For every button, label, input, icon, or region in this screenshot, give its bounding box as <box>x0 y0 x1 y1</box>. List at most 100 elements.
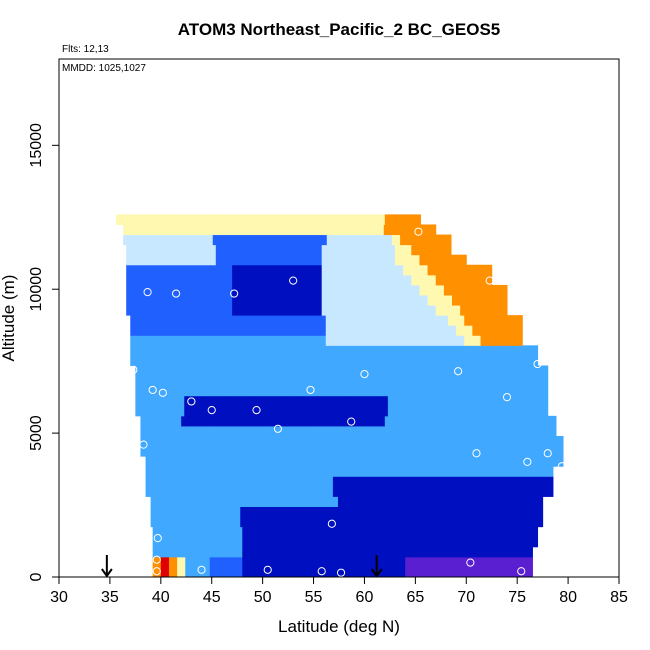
heatmap-cell <box>183 294 192 306</box>
heatmap-cell <box>445 546 455 558</box>
arrow-marker-head <box>370 568 383 578</box>
heatmap-cell <box>140 446 150 457</box>
heatmap-cell <box>158 244 168 256</box>
heatmap-cell <box>126 284 135 296</box>
heatmap-cell <box>300 456 309 467</box>
heatmap-cell <box>220 234 230 246</box>
heatmap-cell <box>259 456 269 467</box>
heatmap-cell <box>280 294 290 306</box>
heatmap-cell <box>536 466 546 477</box>
flight-point <box>360 370 369 379</box>
heatmap-cell <box>246 425 255 437</box>
heatmap-cell <box>462 536 471 548</box>
heatmap-cell <box>494 556 504 568</box>
heatmap-cell <box>173 435 182 447</box>
heatmap-cell <box>314 385 324 397</box>
heatmap-cell <box>205 435 215 447</box>
heatmap-cell <box>487 476 497 487</box>
heatmap-cell <box>285 335 294 346</box>
heatmap-cell <box>493 395 503 407</box>
heatmap-cell <box>424 234 434 246</box>
heatmap-cell <box>357 466 366 477</box>
heatmap-cell <box>411 305 420 316</box>
flight-track-points <box>129 227 567 577</box>
heatmap-cell <box>409 214 418 225</box>
heatmap-cell <box>134 254 143 266</box>
heatmap-cell <box>443 305 453 316</box>
heatmap-cell <box>397 546 406 558</box>
heatmap-cell <box>396 395 405 407</box>
heatmap-cell <box>286 224 295 236</box>
heatmap-cell <box>466 446 475 457</box>
heatmap-cell <box>478 546 488 558</box>
flight-point <box>517 567 526 576</box>
heatmap-cell <box>358 315 367 326</box>
heatmap-cell <box>387 385 397 397</box>
heatmap-cell <box>307 566 317 577</box>
heatmap-cell <box>314 365 324 377</box>
heatmap-cell <box>293 335 302 346</box>
heatmap-cell <box>200 365 210 377</box>
heatmap-cell <box>256 496 266 507</box>
heatmap-cell <box>507 415 516 427</box>
heatmap-cell <box>456 345 465 356</box>
heatmap-cell <box>203 355 213 366</box>
heatmap-cell <box>147 234 157 246</box>
heatmap-cell <box>480 315 490 326</box>
heatmap-cell <box>509 506 518 518</box>
heatmap-cell <box>496 355 506 366</box>
heatmap-cell <box>470 566 479 577</box>
heatmap-cell <box>474 415 484 427</box>
heatmap-cell <box>225 546 235 558</box>
heatmap-cell <box>529 345 539 356</box>
heatmap-cell <box>484 274 493 286</box>
heatmap-cell <box>146 325 156 336</box>
heatmap-cell <box>314 375 324 387</box>
heatmap-cell <box>474 435 484 447</box>
heatmap-cell <box>416 224 426 236</box>
heatmap-cell <box>560 456 564 467</box>
heatmap-cell <box>314 395 324 407</box>
heatmap-cell <box>504 315 514 326</box>
heatmap-cell <box>321 254 331 266</box>
heatmap-cell <box>201 546 211 558</box>
heatmap-cell <box>260 335 270 346</box>
heatmap-cell <box>364 526 374 538</box>
y-tick-label: 0 <box>28 572 45 581</box>
heatmap-cell <box>264 496 274 507</box>
heatmap-cell <box>358 355 367 366</box>
heatmap-cell <box>476 506 486 518</box>
heatmap-cell <box>289 294 298 306</box>
heatmap-cell <box>354 516 363 528</box>
heatmap-cell <box>337 305 347 316</box>
heatmap-cell <box>273 395 283 407</box>
heatmap-cell <box>207 305 217 316</box>
heatmap-cell <box>131 224 140 236</box>
heatmap-cell <box>194 476 204 487</box>
heatmap-cell <box>428 405 438 417</box>
heatmap-cell <box>138 355 148 366</box>
heatmap-cell <box>311 214 321 225</box>
heatmap-cell <box>202 466 212 477</box>
heatmap-cell <box>283 526 292 538</box>
heatmap-cell <box>276 345 286 356</box>
heatmap-cell <box>525 506 534 518</box>
heatmap-cell <box>365 486 375 497</box>
heatmap-cell <box>159 375 169 387</box>
heatmap-cell <box>374 345 384 356</box>
heatmap-cell <box>284 466 293 477</box>
heatmap-cell <box>191 496 201 507</box>
heatmap-cell <box>207 254 217 266</box>
heatmap-cell <box>544 476 554 487</box>
heatmap-cell <box>240 274 249 286</box>
heatmap-cell <box>277 234 287 246</box>
heatmap-cell <box>150 496 160 507</box>
heatmap-cell <box>183 496 192 507</box>
heatmap-cell <box>407 315 416 326</box>
heatmap-cell <box>242 526 251 538</box>
heatmap-cell <box>253 234 263 246</box>
heatmap-cell <box>303 214 313 225</box>
heatmap-cell <box>500 294 508 306</box>
heatmap-cell <box>373 466 383 477</box>
